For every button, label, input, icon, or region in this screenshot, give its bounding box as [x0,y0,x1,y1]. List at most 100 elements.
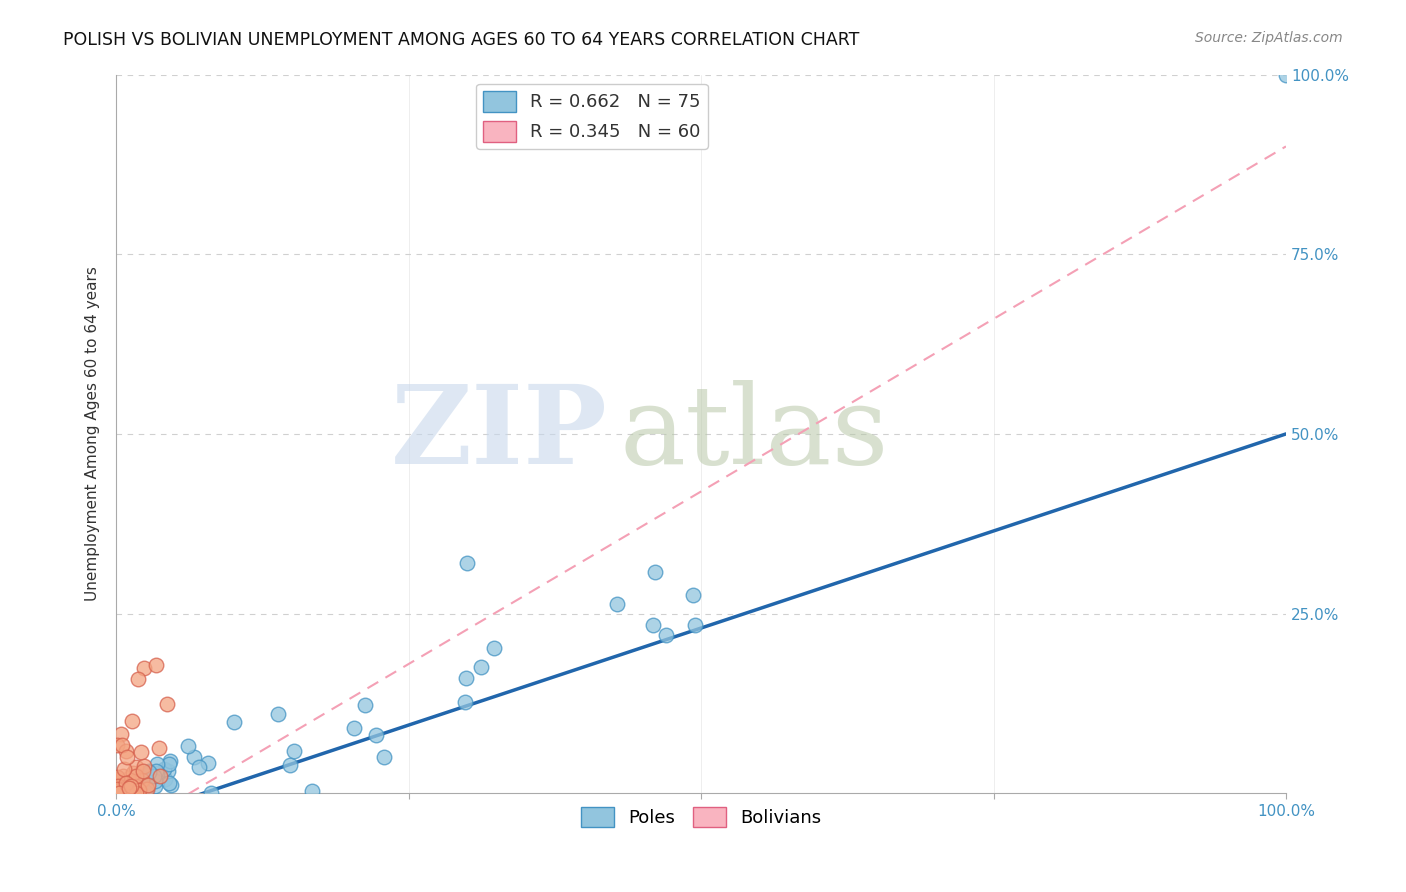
Point [121,766,143,780]
Point [131,745,153,759]
Point [121,780,143,795]
Point [146,757,169,772]
Point [121,780,143,795]
Point [153,772,176,786]
Point [134,778,156,792]
Point [470,660,492,674]
Point [134,772,156,787]
Point [278,758,301,772]
Text: ZIP: ZIP [391,380,607,487]
Point [110,783,132,797]
Point [122,786,145,800]
Point [118,781,141,796]
Point [159,754,181,768]
Point [110,726,132,740]
Point [145,657,167,672]
Point [301,784,323,798]
Point [124,776,146,790]
Point [107,779,129,793]
Point [111,769,134,783]
Point [200,786,222,800]
Point [120,781,142,796]
Point [120,774,142,789]
Point [115,750,138,764]
Point [114,744,136,758]
Point [121,781,143,796]
Point [132,661,155,675]
Point [112,786,135,800]
Point [128,779,150,793]
Point [134,759,156,773]
Point [197,756,219,770]
Point [685,618,707,632]
Point [128,769,150,783]
Point [112,782,135,797]
Point [112,786,135,800]
Point [606,597,628,611]
Text: Source: ZipAtlas.com: Source: ZipAtlas.com [1195,31,1343,45]
Point [111,739,134,753]
Point [454,671,477,685]
Point [107,782,129,797]
Point [122,784,145,798]
Point [108,783,131,797]
Point [143,774,166,789]
Point [128,774,150,789]
Point [107,738,129,752]
Point [115,784,138,798]
Point [132,764,155,779]
Point [342,722,364,736]
Point [129,780,152,795]
Point [138,764,160,779]
Point [125,779,148,793]
Point [157,776,180,790]
Point [107,772,129,786]
Point [145,764,167,778]
Point [127,673,149,687]
Y-axis label: Unemployment Among Ages 60 to 64 years: Unemployment Among Ages 60 to 64 years [86,267,100,601]
Point [187,759,209,773]
Point [354,698,377,712]
Point [454,695,477,709]
Point [177,739,200,753]
Point [644,565,666,579]
Point [121,775,143,789]
Point [148,769,170,783]
Point [136,768,159,782]
Point [125,759,148,773]
Point [122,780,145,795]
Point [132,772,155,786]
Point [107,785,129,799]
Point [1275,68,1298,82]
Point [125,776,148,790]
Point [110,785,132,799]
Point [125,768,148,782]
Point [148,741,170,756]
Point [110,783,132,797]
Point [118,785,141,799]
Point [111,786,134,800]
Point [136,782,159,797]
Point [366,728,388,742]
Point [115,780,138,795]
Point [156,697,179,711]
Point [183,750,205,764]
Point [114,780,136,795]
Point [115,780,138,795]
Point [110,784,132,798]
Point [482,641,505,656]
Point [136,778,159,792]
Point [283,744,305,758]
Point [157,756,180,771]
Point [135,780,157,795]
Point [120,780,142,794]
Point [136,783,159,797]
Point [111,782,134,797]
Point [157,764,180,778]
Point [152,762,174,776]
Point [115,780,138,795]
Point [120,779,142,793]
Point [121,714,143,729]
Point [117,781,139,796]
Point [115,783,138,797]
